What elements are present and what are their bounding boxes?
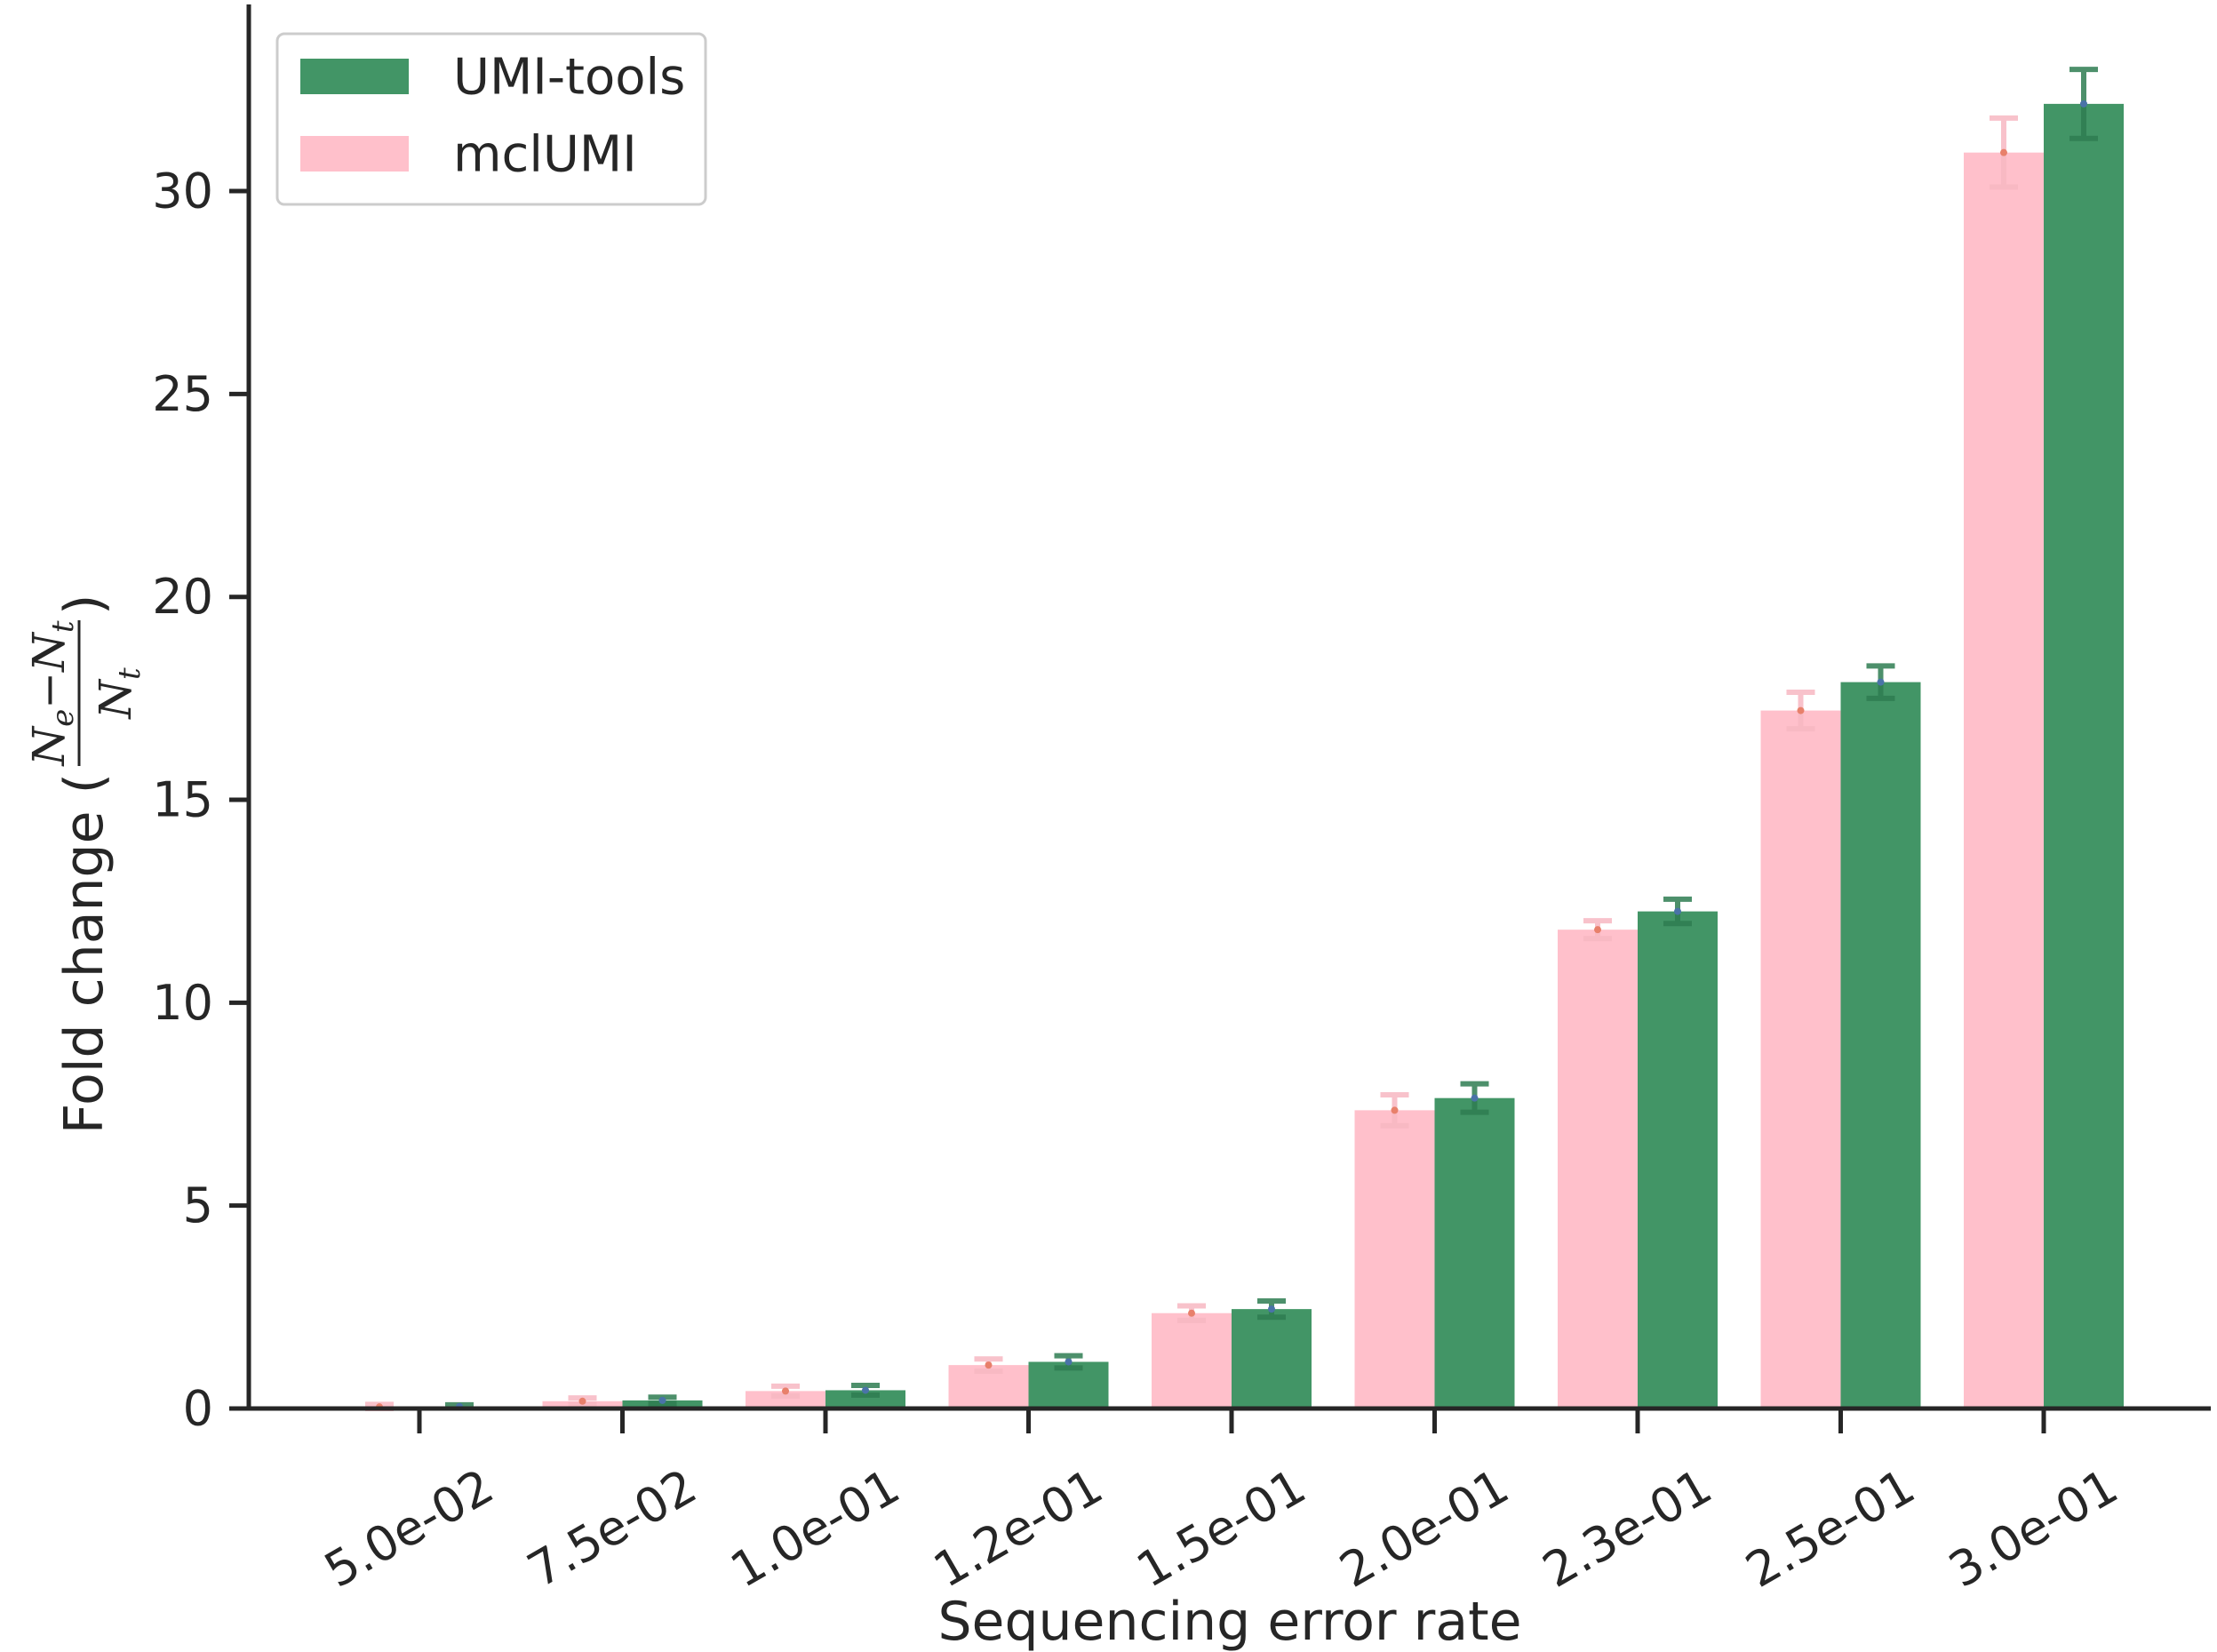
mean-point-mclumi-5 bbox=[1188, 1309, 1195, 1317]
mean-point-mclumi-7 bbox=[1594, 926, 1601, 934]
y-tick-label-25: 25 bbox=[152, 366, 213, 422]
bar-mclumi-7 bbox=[1558, 930, 1638, 1409]
bar-umi-tools-7 bbox=[1638, 911, 1718, 1409]
legend-label-umi-tools: UMI-tools bbox=[453, 49, 685, 107]
x-tick-label-8: 2.5e-01 bbox=[1736, 1458, 1924, 1599]
y-tick-label-0: 0 bbox=[183, 1381, 213, 1437]
formula-numerator-b-sub: t bbox=[45, 620, 81, 633]
axes-group bbox=[246, 4, 2211, 1411]
bar-mclumi-8 bbox=[1760, 710, 1841, 1409]
x-tick-label-6: 2.0e-01 bbox=[1330, 1458, 1518, 1599]
x-ticks-group: 5.0e-02 7.5e-02 1.0e-01 1.2e-01 1.5e-01 2.0e-… bbox=[315, 1409, 2127, 1599]
legend-label-mclumi: mclUMI bbox=[453, 126, 637, 184]
x-tick-label-5: 1.5e-01 bbox=[1128, 1458, 1315, 1599]
bar-umi-tools-3 bbox=[825, 1390, 905, 1409]
y-tick-label-15: 15 bbox=[152, 772, 213, 828]
mean-point-umi-tools-3 bbox=[862, 1386, 869, 1394]
legend-swatch-umi-tools bbox=[300, 59, 409, 94]
mean-point-umi-tools-2 bbox=[658, 1396, 666, 1404]
bar-mclumi-5 bbox=[1152, 1313, 1232, 1409]
formula-minus: − bbox=[23, 672, 75, 709]
bars-group bbox=[339, 103, 2124, 1409]
mean-point-mclumi-2 bbox=[578, 1397, 586, 1405]
y-axis-label-fraction: Ne−Nt Nt bbox=[23, 620, 148, 767]
mean-point-umi-tools-4 bbox=[1065, 1358, 1073, 1366]
bar-umi-tools-9 bbox=[2044, 103, 2124, 1409]
y-axis-label: Fold change ( Ne−Nt Nt ) bbox=[23, 595, 148, 1135]
y-tick-label-10: 10 bbox=[152, 975, 213, 1031]
y-tick-label-5: 5 bbox=[183, 1177, 213, 1233]
x-tick-label-7: 2.3e-01 bbox=[1534, 1458, 1721, 1599]
svg-text:Nt: Nt bbox=[90, 667, 148, 720]
mean-point-umi-tools-8 bbox=[1877, 678, 1885, 686]
x-tick-label-1: 5.0e-02 bbox=[315, 1458, 503, 1599]
mean-point-mclumi-6 bbox=[1391, 1106, 1399, 1114]
bar-umi-tools-5 bbox=[1232, 1309, 1312, 1409]
x-tick-label-9: 3.0e-01 bbox=[1940, 1458, 2127, 1599]
mean-point-mclumi-8 bbox=[1797, 706, 1805, 714]
x-tick-label-2: 7.5e-02 bbox=[518, 1458, 706, 1599]
mean-point-umi-tools-9 bbox=[2080, 100, 2087, 108]
x-axis-label: Sequencing error rate bbox=[937, 1591, 1521, 1652]
mean-point-mclumi-9 bbox=[2000, 148, 2007, 156]
bar-mclumi-9 bbox=[1964, 152, 2044, 1409]
y-axis-label-close: ) bbox=[53, 595, 116, 615]
y-ticks-group: 0 5 10 15 20 25 30 bbox=[152, 164, 249, 1437]
y-tick-label-20: 20 bbox=[152, 569, 213, 625]
svg-text:Ne−Nt: Ne−Nt bbox=[23, 620, 81, 767]
mean-point-mclumi-3 bbox=[782, 1387, 789, 1395]
y-tick-label-30: 30 bbox=[152, 164, 213, 219]
x-tick-label-3: 1.0e-01 bbox=[722, 1458, 909, 1599]
mean-point-umi-tools-7 bbox=[1674, 907, 1681, 915]
formula-denominator: N bbox=[90, 678, 141, 720]
formula-numerator-a: N bbox=[23, 725, 75, 767]
legend: UMI-tools mclUMI bbox=[275, 32, 707, 206]
formula-denominator-sub: t bbox=[112, 667, 148, 680]
formula-numerator-a-sub: e bbox=[45, 709, 81, 727]
mean-point-mclumi-4 bbox=[985, 1361, 993, 1369]
x-tick-label-4: 1.2e-01 bbox=[924, 1458, 1112, 1599]
bar-mclumi-6 bbox=[1354, 1110, 1435, 1409]
y-axis-label-text: Fold change ( bbox=[53, 773, 116, 1134]
mean-point-umi-tools-6 bbox=[1471, 1094, 1479, 1102]
bar-umi-tools-8 bbox=[1840, 682, 1921, 1409]
bar-umi-tools-6 bbox=[1434, 1097, 1515, 1409]
formula-numerator-b: N bbox=[23, 631, 75, 673]
mean-point-umi-tools-5 bbox=[1268, 1305, 1275, 1313]
bar-mclumi-3 bbox=[746, 1391, 825, 1409]
legend-swatch-mclumi bbox=[300, 136, 409, 172]
